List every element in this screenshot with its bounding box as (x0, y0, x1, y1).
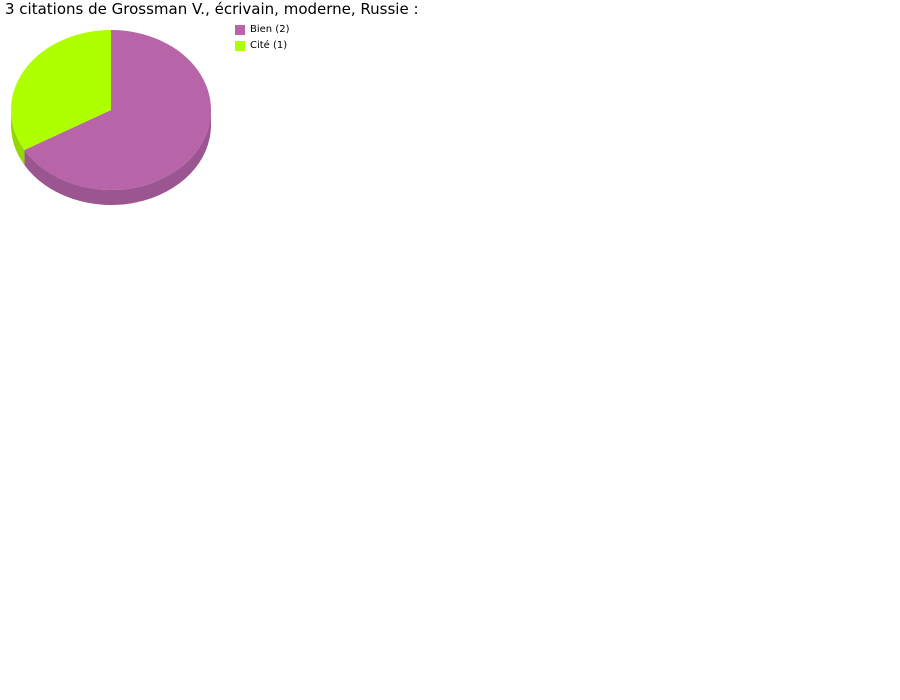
pie-slice (24, 30, 211, 190)
legend-swatch (235, 24, 245, 35)
legend-swatch (235, 40, 245, 51)
pie-slice-side (24, 110, 211, 205)
pie-slice (10, 30, 111, 150)
pie-chart (10, 30, 211, 205)
legend-label: Bien (2) (250, 24, 290, 35)
pie-slice-side (11, 110, 25, 165)
legend-item-bien: Bien (2) (235, 24, 289, 35)
chart-title: 3 citations de Grossman V., écrivain, mo… (5, 0, 419, 18)
legend-item-cite: Cité (1) (235, 40, 287, 51)
legend-label: Cité (1) (250, 40, 288, 51)
